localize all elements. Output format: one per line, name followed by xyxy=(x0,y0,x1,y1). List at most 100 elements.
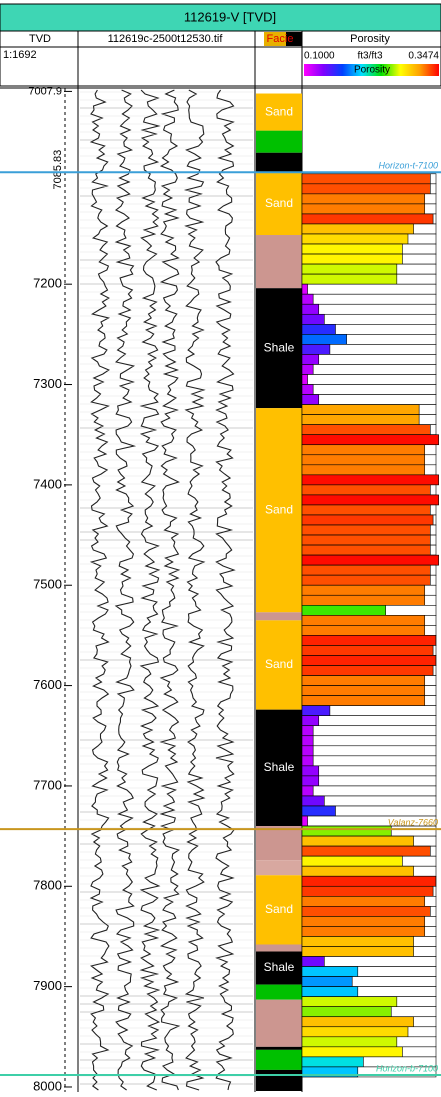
porosity-bar xyxy=(302,294,313,304)
porosity-bar xyxy=(302,174,430,184)
porosity-outline xyxy=(302,294,436,304)
depth-tick-label: 7400 xyxy=(33,476,62,491)
porosity-bar xyxy=(302,545,430,555)
depth-tick-label: 8000 xyxy=(33,1078,62,1092)
porosity-min: 0.1000 xyxy=(304,51,335,62)
porosity-bar xyxy=(302,214,433,224)
porosity-bar xyxy=(302,364,313,374)
porosity-outline xyxy=(302,374,436,384)
depth-tick-label: 7200 xyxy=(33,276,62,291)
image-title: 112619c-2500t12530.tif xyxy=(108,33,224,45)
porosity-bar xyxy=(302,726,313,736)
porosity-bar xyxy=(302,555,439,565)
porosity-bar xyxy=(302,836,414,846)
depth-tick-label: 7500 xyxy=(33,577,62,592)
porosity-bar xyxy=(302,977,352,987)
porosity-outline xyxy=(302,766,436,776)
porosity-bar xyxy=(302,997,397,1007)
porosity-bar xyxy=(302,495,439,505)
well-log: 112619-V [TVD] TVD 1:1692 112619c-2500t1… xyxy=(0,0,441,1092)
porosity-bar xyxy=(302,415,419,425)
porosity-bar xyxy=(302,926,425,936)
porosity-bar xyxy=(302,957,324,967)
facies-label: Sand xyxy=(265,104,293,118)
porosity-bar xyxy=(302,987,358,997)
porosity-bar xyxy=(302,655,436,665)
porosity-outline xyxy=(302,736,436,746)
porosity-unit: ft3/ft3 xyxy=(357,51,382,62)
porosity-bar xyxy=(302,374,308,384)
porosity-outline xyxy=(302,364,436,374)
facies-interval xyxy=(256,1050,302,1070)
porosity-bar xyxy=(302,946,414,956)
porosity-bar xyxy=(302,746,313,756)
porosity-bar xyxy=(302,344,330,354)
porosity-bar xyxy=(302,425,430,435)
facies-title: Facie xyxy=(267,33,294,45)
porosity-bar xyxy=(302,334,347,344)
porosity-bar xyxy=(302,535,430,545)
porosity-bar xyxy=(302,354,319,364)
porosity-bar xyxy=(302,796,324,806)
porosity-outline xyxy=(302,746,436,756)
facies-label: Shale xyxy=(264,760,295,774)
porosity-bar xyxy=(302,916,425,926)
facies-interval xyxy=(256,860,302,875)
porosity-bar xyxy=(302,605,386,615)
porosity-bar xyxy=(302,224,414,234)
porosity-bar xyxy=(302,676,425,686)
depth-top-label: 7007.9 xyxy=(28,85,62,97)
horizon-label: Horizon-b-7100 xyxy=(376,1063,438,1073)
porosity-bar xyxy=(302,385,313,395)
porosity-bar xyxy=(302,826,391,836)
porosity-bar xyxy=(302,967,358,977)
porosity-bar xyxy=(302,1047,402,1057)
porosity-bar xyxy=(302,254,402,264)
porosity-bar xyxy=(302,615,425,625)
facies-interval xyxy=(256,235,302,288)
porosity-bar xyxy=(302,565,430,575)
porosity-bar xyxy=(302,1027,408,1037)
facies-label: Sand xyxy=(265,902,293,916)
porosity-bar xyxy=(302,786,313,796)
porosity-bar xyxy=(302,1037,397,1047)
porosity-bar xyxy=(302,896,425,906)
scale: 1:1692 xyxy=(3,49,37,61)
depth-tick-label: 7700 xyxy=(33,777,62,792)
facies-interval xyxy=(256,131,302,153)
porosity-bar xyxy=(302,515,433,525)
porosity-outline xyxy=(302,786,436,796)
porosity-bar xyxy=(302,776,319,786)
facies-interval xyxy=(256,1070,302,1091)
porosity-max: 0.3474 xyxy=(408,51,439,62)
porosity-outline xyxy=(302,716,436,726)
porosity-bar xyxy=(302,435,439,445)
porosity-bar xyxy=(302,806,335,816)
porosity-bar xyxy=(302,585,425,595)
porosity-bar xyxy=(302,816,308,826)
porosity-bar xyxy=(302,485,430,495)
facies-label: Shale xyxy=(264,960,295,974)
depth-tick-label: 7300 xyxy=(33,376,62,391)
depth-tick-label: 7900 xyxy=(33,978,62,993)
porosity-outline xyxy=(302,776,436,786)
porosity-bar xyxy=(302,264,397,274)
title: 112619-V [TVD] xyxy=(184,9,276,24)
horizon-label: Horizon-t-7100 xyxy=(378,161,438,171)
porosity-bar xyxy=(302,1007,391,1017)
facies-interval xyxy=(256,153,302,173)
facies-interval xyxy=(256,826,302,860)
porosity-title: Porosity xyxy=(350,33,390,45)
facies-interval xyxy=(256,612,302,620)
porosity-outline xyxy=(302,726,436,736)
porosity-bar xyxy=(302,666,433,676)
porosity-bar xyxy=(302,696,425,706)
porosity-bar xyxy=(302,575,430,585)
facies-label: Shale xyxy=(264,340,295,354)
porosity-outline xyxy=(302,385,436,395)
facies-label: Sand xyxy=(265,196,293,210)
porosity-bar xyxy=(302,645,433,655)
porosity-bar xyxy=(302,756,313,766)
porosity-bar xyxy=(302,204,425,214)
porosity-bar xyxy=(302,455,425,465)
